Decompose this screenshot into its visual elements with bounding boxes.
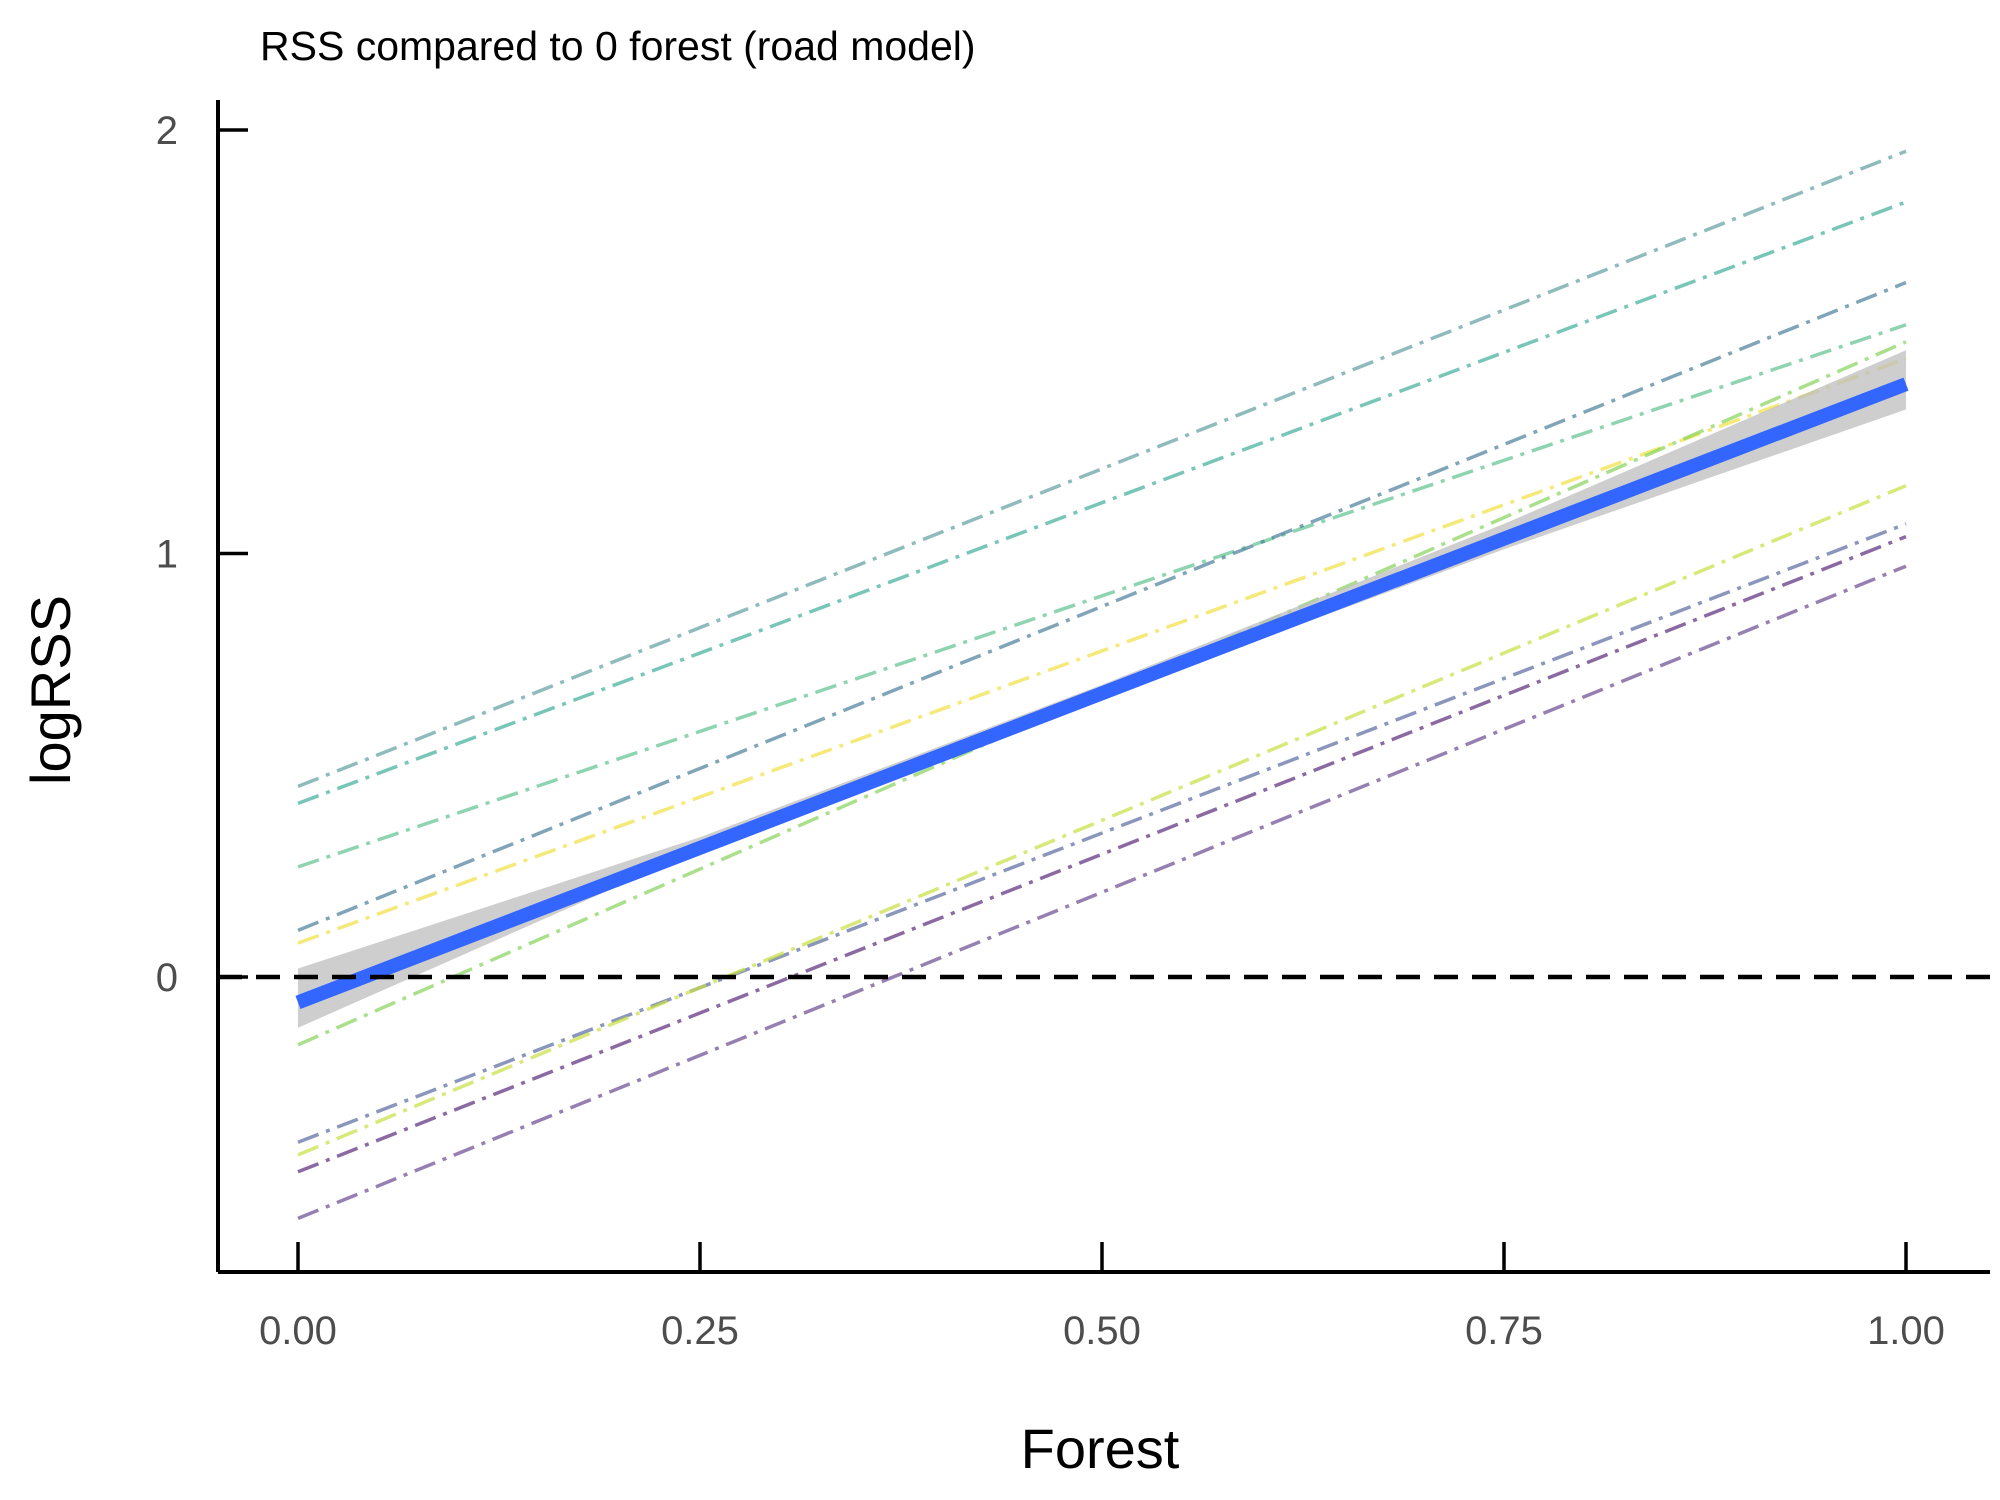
mean-line (295, 377, 1909, 1009)
series-line-1 (297, 149, 1907, 789)
y-tick-label: 1 (156, 533, 178, 577)
x-axis-title: Forest (1021, 1417, 1180, 1480)
series-line-8 (297, 484, 1907, 1157)
series-line-9 (297, 534, 1907, 1174)
x-tick-label: 0.50 (1063, 1309, 1141, 1353)
x-tick-label: 0.25 (661, 1309, 739, 1353)
y-tick-label: 2 (156, 109, 178, 153)
series-line-4 (297, 280, 1907, 933)
x-tick-label: 0.75 (1465, 1309, 1543, 1353)
series-line-10 (297, 564, 1907, 1221)
series-line-2 (297, 200, 1907, 806)
series-line-3 (297, 323, 1907, 869)
x-tick-label: 1.00 (1867, 1309, 1945, 1353)
y-axis-title: logRSS (19, 595, 82, 785)
chart-title: RSS compared to 0 forest (road model) (260, 23, 976, 69)
x-axis: 0.00 0.25 0.50 0.75 1.00 (218, 1242, 1990, 1353)
plot-area (218, 149, 1990, 1221)
y-tick-label: 0 (156, 956, 178, 1000)
series-line-7 (297, 522, 1907, 1144)
y-axis: 0 1 2 (156, 100, 248, 1272)
x-tick-label: 0.00 (259, 1309, 337, 1353)
series-line-5 (297, 357, 1907, 945)
